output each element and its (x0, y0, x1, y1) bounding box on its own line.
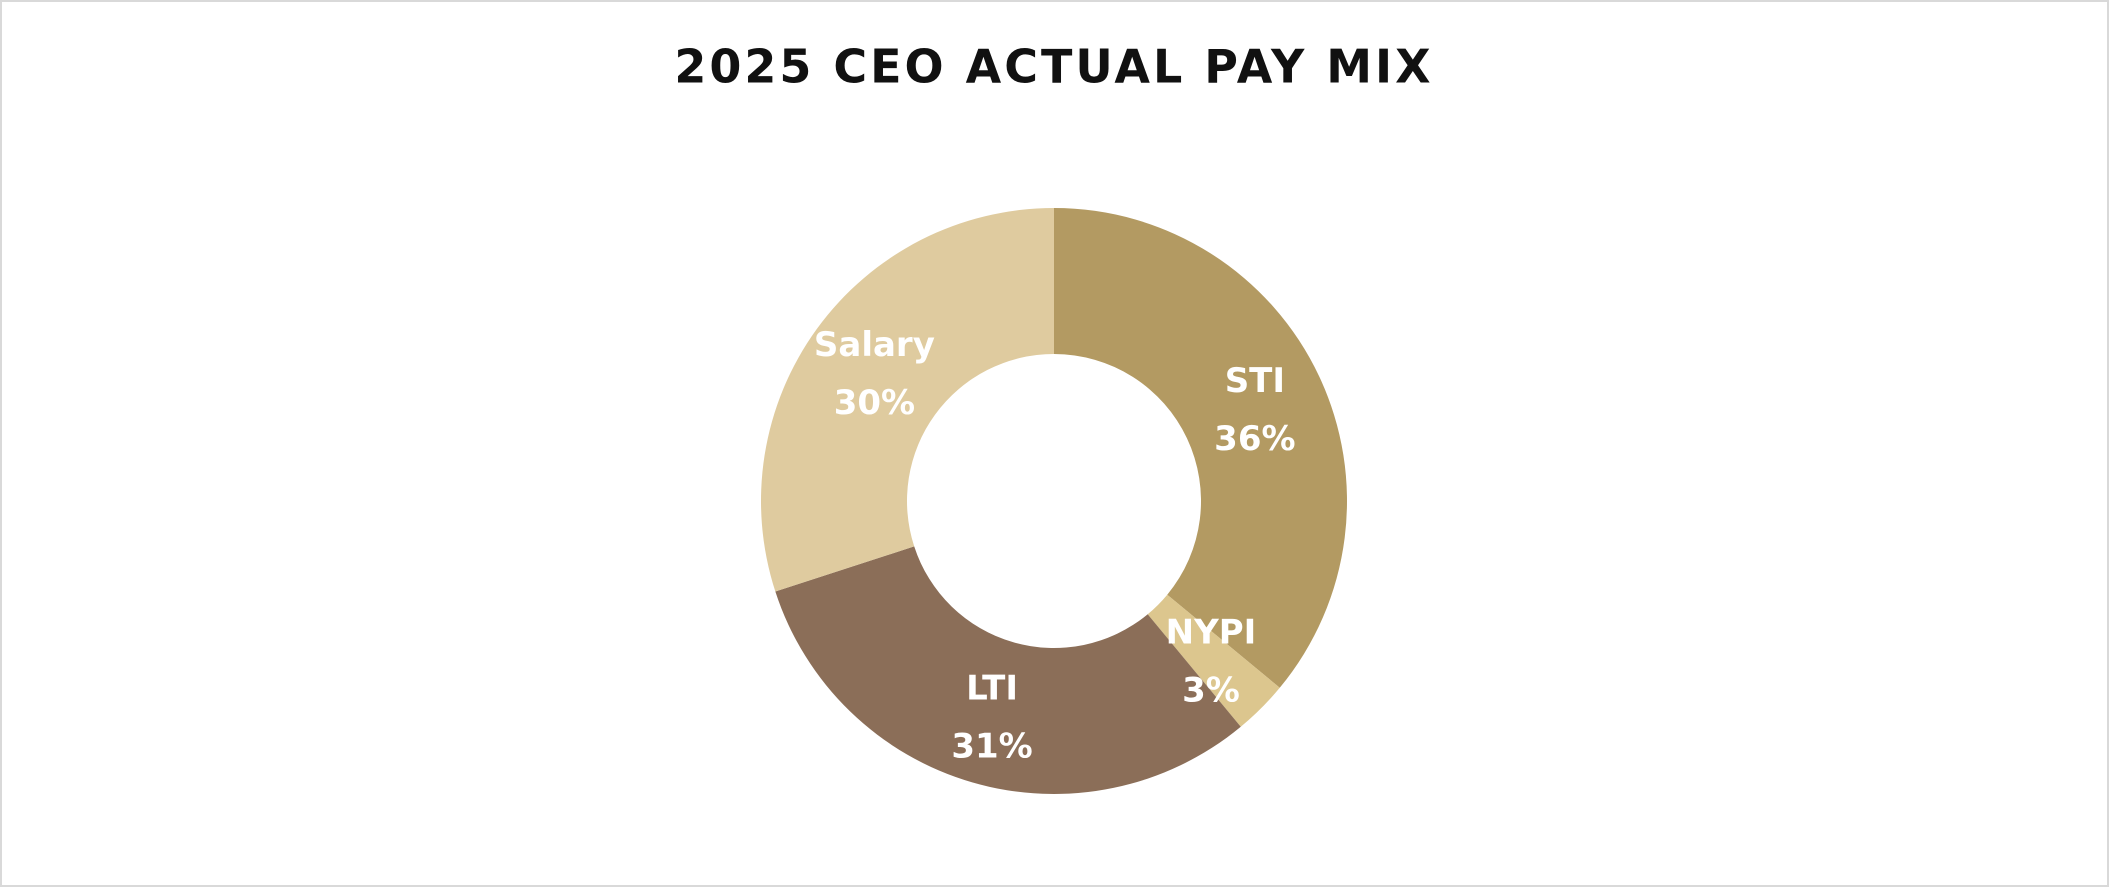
slice-value-label: 30% (834, 383, 915, 423)
donut-slice (761, 207, 1054, 592)
slice-category-label: STI (1225, 361, 1285, 401)
donut-slice (1147, 594, 1280, 727)
donut-slice (1054, 208, 1348, 688)
donut-slice (775, 546, 1241, 795)
slice-category-label: NYPI (1166, 612, 1257, 652)
slice-value-label: 3% (1182, 670, 1240, 710)
slice-category-label: Salary (814, 325, 935, 365)
chart-title: 2025 CEO ACTUAL PAY MIX (674, 40, 1433, 94)
slice-value-label: 31% (951, 727, 1032, 767)
slice-category-label: LTI (966, 669, 1018, 709)
slice-value-label: 36% (1214, 419, 1295, 459)
